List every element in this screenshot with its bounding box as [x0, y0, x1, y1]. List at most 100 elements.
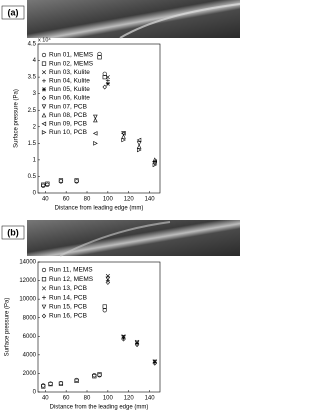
y-tick-label: 14000: [19, 260, 36, 266]
x-axis-label: Distance from leading edge (mm): [55, 206, 144, 212]
legend-marker: [41, 61, 47, 66]
data-point: [105, 280, 111, 285]
data-point: [92, 131, 98, 136]
panel-label: (b): [7, 227, 19, 237]
photo-streak: [59, 221, 171, 257]
x-axis-label: Distance from the leading edge (mm): [50, 405, 149, 411]
legend-label: Run 16, PCB: [49, 313, 87, 320]
data-point: [41, 183, 46, 188]
x-tick-label: 140: [145, 396, 156, 402]
legend-label: Run 07, PCB: [49, 103, 87, 110]
y-tick-label: 10000: [19, 297, 36, 303]
data-point: [92, 373, 97, 378]
data-point: [121, 131, 126, 136]
legend-marker: [41, 112, 47, 118]
legend-label: Run 01, MEMS: [49, 52, 94, 59]
legend-marker: [42, 295, 46, 300]
y-tick-label: 1: [33, 157, 37, 163]
data-point: [121, 134, 126, 139]
panel-label-box: [1, 225, 25, 240]
legend-label: Run 05, Kulite: [49, 86, 90, 93]
data-point: [121, 335, 126, 340]
data-point: [93, 141, 98, 146]
data-point: [105, 81, 110, 86]
data-point: [45, 182, 50, 187]
data-point: [41, 384, 46, 389]
legend-label: Run 14, PCB: [49, 294, 87, 301]
data-point: [74, 377, 79, 383]
legend-marker: [41, 70, 47, 75]
legend-marker: [41, 304, 47, 310]
legend-marker: [41, 104, 47, 110]
data-point: [58, 381, 64, 386]
x-tick-label: 60: [63, 197, 70, 203]
data-point: [74, 178, 79, 183]
legend-label: Run 13, PCB: [49, 285, 87, 292]
data-point: [58, 178, 64, 183]
legend-label: Run 08, PCB: [49, 112, 87, 119]
data-point: [97, 55, 102, 60]
data-point: [74, 378, 79, 383]
data-point: [105, 78, 110, 83]
data-point: [121, 137, 126, 143]
plot-frame: [37, 261, 161, 393]
data-point: [102, 304, 107, 309]
legend-label: Run 15, PCB: [49, 304, 87, 311]
x-tick-label: 140: [145, 197, 156, 203]
legend-marker: [42, 78, 46, 83]
x-tick-label: 120: [124, 197, 135, 203]
legend-marker: [41, 277, 47, 282]
y-tick-label: 0: [33, 191, 37, 197]
data-point: [152, 360, 157, 366]
data-point: [97, 373, 102, 378]
photo-streak: [119, 3, 241, 39]
legend-label: Run 10, PCB: [49, 129, 87, 136]
x-tick-label: 60: [63, 396, 70, 402]
legend-label: Run 04, Kulite: [49, 78, 90, 85]
legend-label: Run 02, MEMS: [49, 60, 94, 67]
data-point: [41, 182, 46, 187]
y-tick-label: 4: [33, 58, 37, 64]
panel-label: (a): [8, 7, 19, 17]
y-tick-label: 4000: [23, 352, 37, 358]
data-point: [102, 75, 107, 80]
x-tick-label: 40: [42, 396, 49, 402]
data-point: [102, 308, 107, 313]
data-point: [97, 372, 102, 377]
data-point: [74, 179, 79, 184]
legend-marker: [41, 95, 47, 101]
y-tick-label: 12000: [19, 278, 36, 284]
data-point: [152, 159, 157, 164]
legend-marker: [41, 52, 47, 58]
legend-marker: [41, 313, 47, 319]
data-point: [58, 179, 64, 184]
data-point: [121, 336, 126, 342]
data-point: [102, 84, 107, 90]
legend-label: Run 11, MEMS: [49, 267, 93, 274]
x-tick-label: 80: [84, 396, 91, 402]
legend-label: Run 03, Kulite: [49, 69, 90, 76]
data-point: [136, 144, 142, 149]
photo-b: [27, 220, 240, 256]
data-point: [134, 342, 140, 348]
y-tick-label: 8000: [23, 315, 37, 321]
data-point: [136, 137, 142, 143]
data-point: [92, 374, 97, 379]
x-tick-label: 80: [84, 197, 91, 203]
data-point: [93, 114, 98, 120]
data-point: [45, 181, 50, 186]
data-point: [134, 340, 140, 346]
y-tick-label: 1.5: [28, 141, 37, 147]
data-point: [41, 383, 46, 388]
y-tick-label: 0.5: [28, 174, 37, 180]
legend-marker: [41, 121, 47, 127]
data-point: [137, 147, 142, 153]
y-tick-label: 4.5: [28, 42, 37, 48]
plot-frame: [37, 43, 161, 194]
panel-label-box: [1, 5, 25, 20]
x-tick-label: 120: [124, 396, 135, 402]
data-point: [48, 382, 53, 387]
x-tick-label: 40: [42, 197, 49, 203]
y-tick-label: 2: [33, 124, 37, 130]
data-point: [152, 162, 158, 168]
